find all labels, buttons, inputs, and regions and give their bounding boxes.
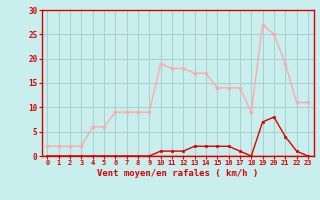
X-axis label: Vent moyen/en rafales ( km/h ): Vent moyen/en rafales ( km/h ) xyxy=(97,169,258,178)
